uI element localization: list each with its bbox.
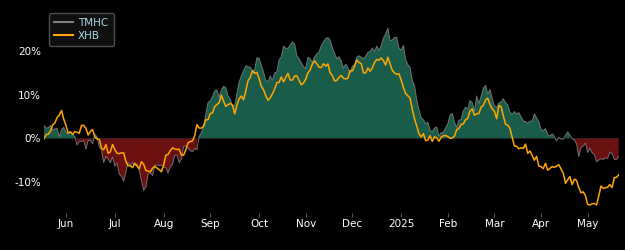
Legend: TMHC, XHB: TMHC, XHB <box>49 13 114 46</box>
